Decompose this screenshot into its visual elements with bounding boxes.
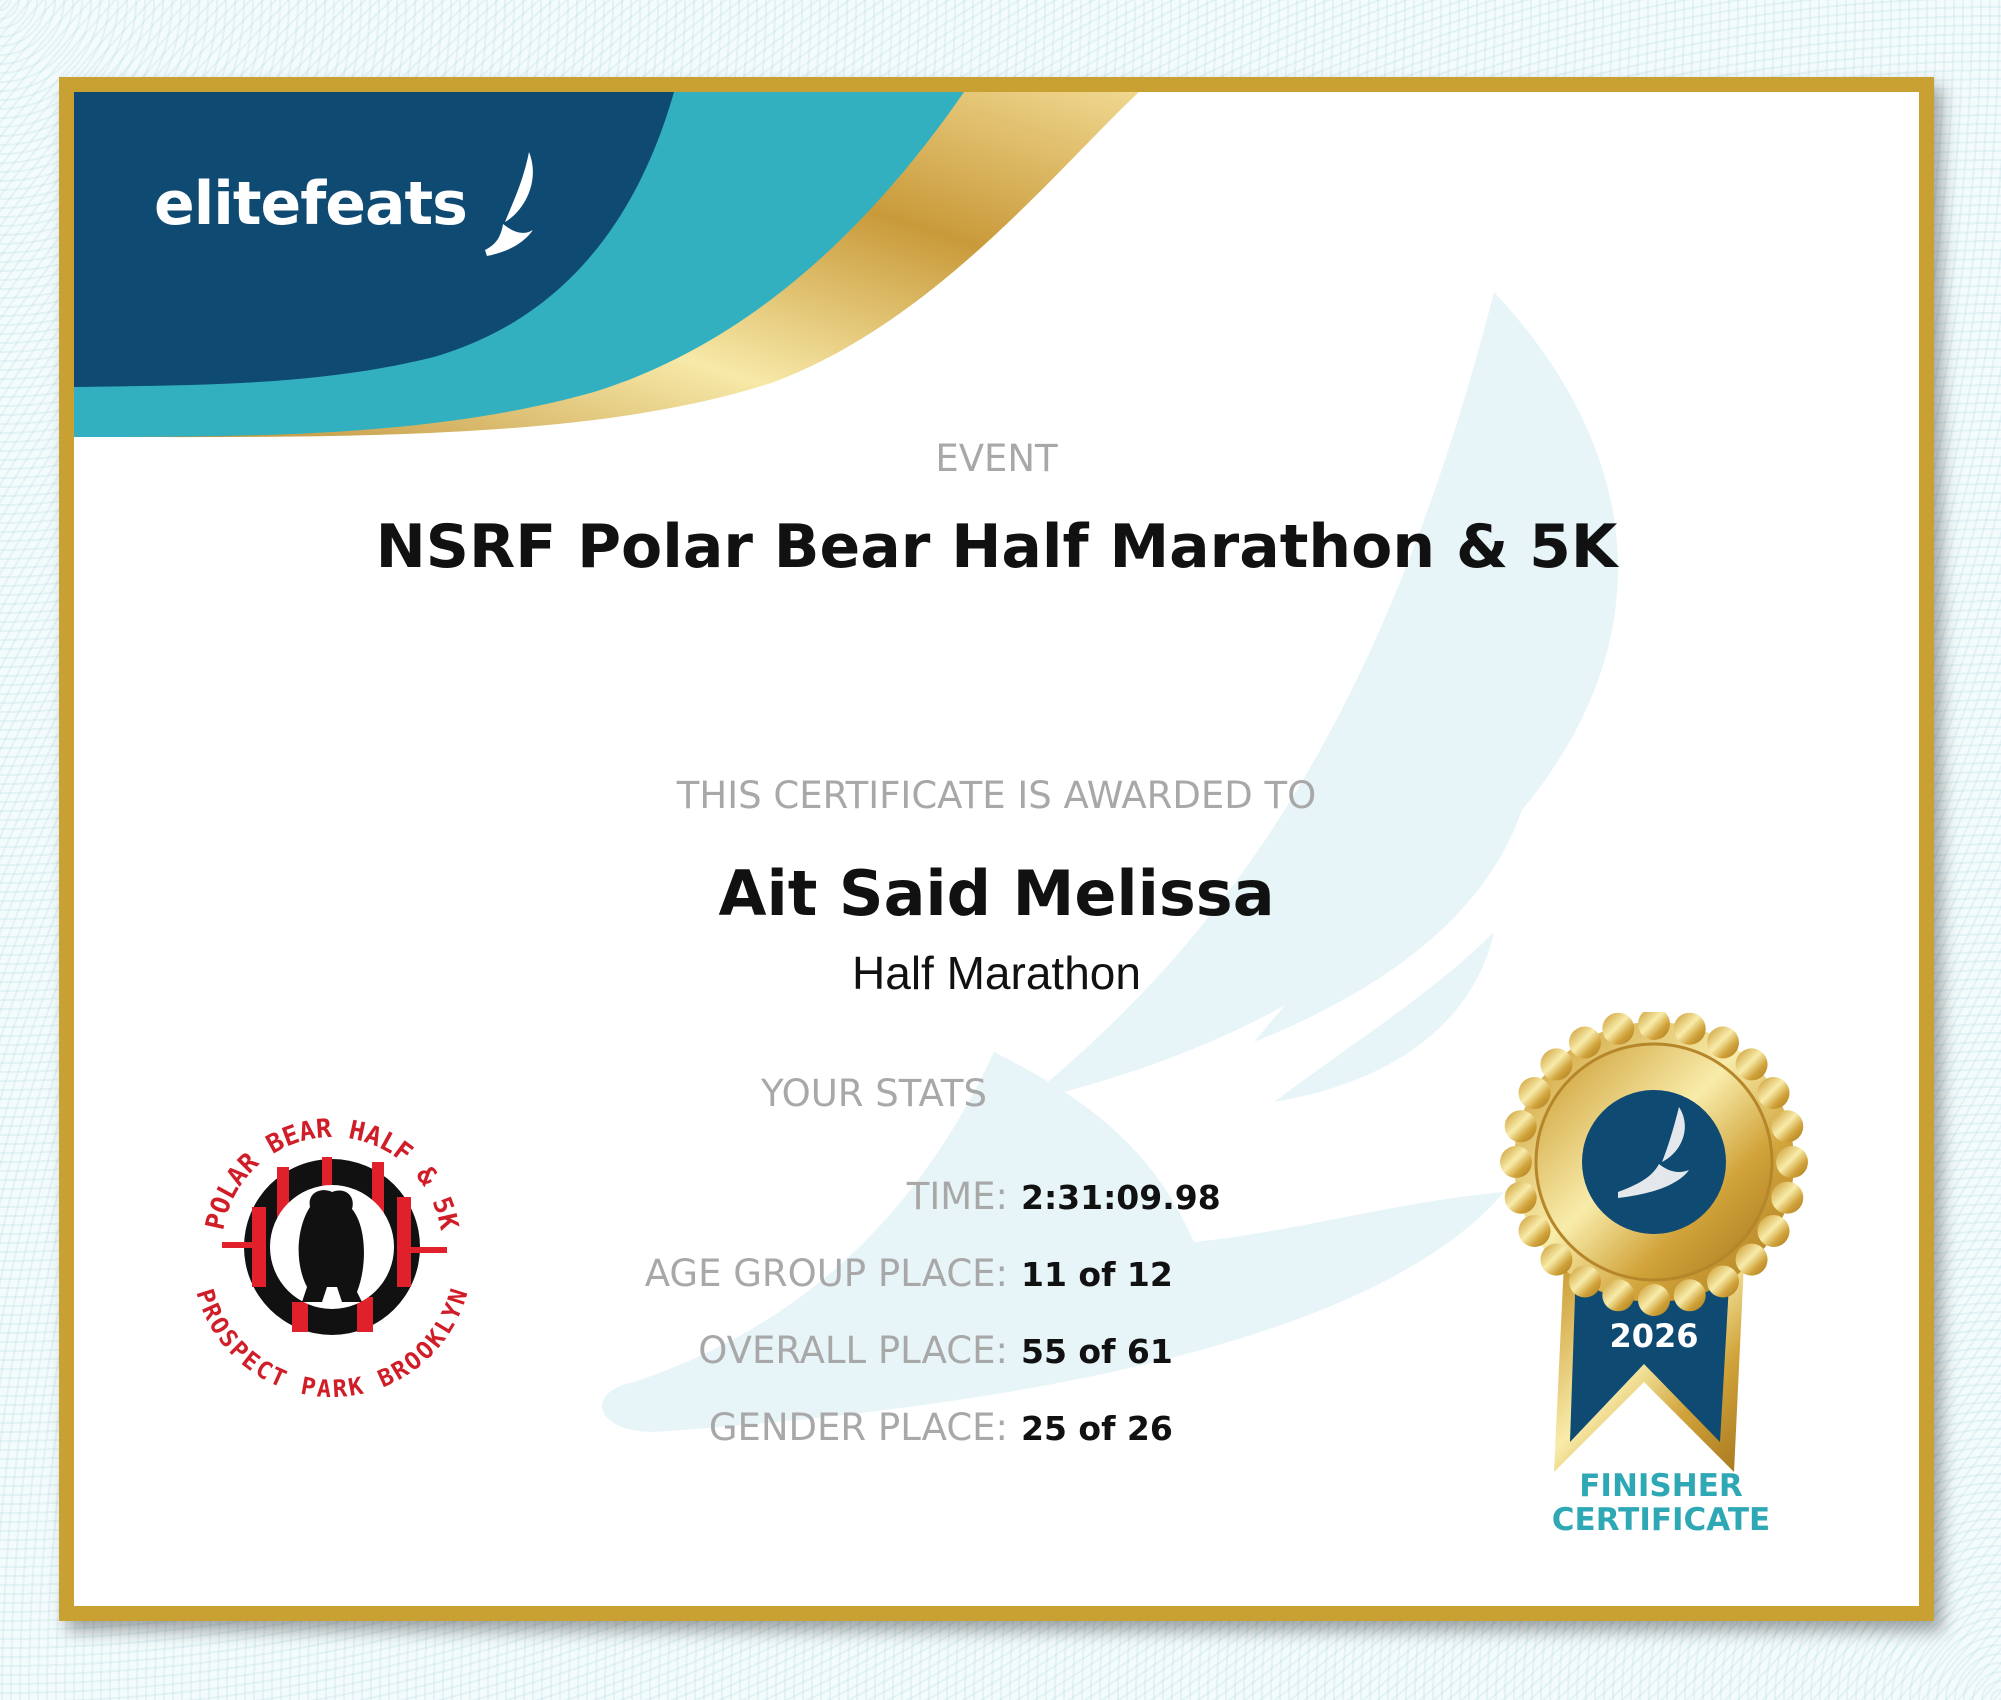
stat-row-time: TIME: 2:31:09.98 xyxy=(74,1175,1919,1225)
medal-edge-tooth xyxy=(1602,1279,1635,1312)
medal-edge-tooth xyxy=(1638,1012,1670,1040)
header-swoosh xyxy=(74,92,1139,438)
stat-row-gender: GENDER PLACE: 25 of 26 xyxy=(74,1406,1919,1456)
medal-edge-tooth xyxy=(1504,1110,1537,1143)
stat-label: GENDER PLACE: xyxy=(708,1406,1008,1449)
brand-name: elitefeats xyxy=(154,169,468,239)
medal-year: 2026 xyxy=(1609,1317,1698,1355)
medal-edge-tooth xyxy=(1518,1215,1551,1247)
stat-row-age-group: AGE GROUP PLACE: 11 of 12 xyxy=(74,1252,1919,1302)
medal-edge-tooth xyxy=(1569,1265,1601,1298)
finisher-line2: CERTIFICATE xyxy=(1551,1502,1771,1538)
stats-title: YOUR STATS xyxy=(761,1072,987,1115)
certificate: elitefeats EVENT NSRF Polar Bear Half Ma… xyxy=(59,77,1934,1621)
medal-edge-tooth xyxy=(1771,1110,1804,1143)
medal-edge-tooth xyxy=(1602,1012,1635,1045)
medal-edge-tooth xyxy=(1757,1215,1790,1247)
event-label: EVENT xyxy=(935,437,1058,480)
winged-foot-icon xyxy=(484,152,533,256)
polar-bear-race-logo: POLAR BEAR HALF & 5K PROSPECT PARK BROOK… xyxy=(191,1114,474,1397)
finisher-certificate-label: FINISHER CERTIFICATE xyxy=(1501,1469,1821,1537)
medal-edge-tooth xyxy=(1707,1026,1739,1059)
race-name: Half Marathon xyxy=(852,947,1141,999)
stat-label: TIME: xyxy=(906,1175,1008,1218)
medal-edge-tooth xyxy=(1500,1146,1532,1178)
winged-foot-watermark-icon xyxy=(601,292,1619,1432)
awarded-to-label: THIS CERTIFICATE IS AWARDED TO xyxy=(676,774,1317,817)
stat-value: 2:31:09.98 xyxy=(1021,1178,1221,1217)
medal-edge-tooth xyxy=(1776,1146,1808,1178)
medal-edge-tooth xyxy=(1540,1048,1573,1081)
recipient-name: Ait Said Melissa xyxy=(718,857,1275,930)
medal-edge-tooth xyxy=(1569,1026,1601,1059)
stat-value: 11 of 12 xyxy=(1021,1255,1173,1294)
medal-edge-tooth xyxy=(1735,1243,1768,1276)
medal-edge-tooth xyxy=(1673,1012,1706,1045)
medal-edge-tooth xyxy=(1540,1243,1573,1276)
medal-edge-tooth xyxy=(1757,1077,1790,1109)
stat-label: AGE GROUP PLACE: xyxy=(644,1252,1008,1295)
medal-edge-tooth xyxy=(1771,1181,1804,1214)
stat-value: 55 of 61 xyxy=(1021,1332,1173,1371)
medal-edge-tooth xyxy=(1735,1048,1768,1081)
stat-label: OVERALL PLACE: xyxy=(698,1329,1008,1372)
stat-value: 25 of 26 xyxy=(1021,1409,1173,1448)
medal-edge-tooth xyxy=(1707,1265,1739,1298)
medal-edge-tooth xyxy=(1504,1181,1537,1214)
medal-edge-tooth xyxy=(1673,1279,1706,1312)
medal-edge-tooth xyxy=(1638,1284,1670,1316)
elitefeats-logo: elitefeats xyxy=(154,152,539,264)
stat-row-overall: OVERALL PLACE: 55 of 61 xyxy=(74,1329,1919,1379)
event-title: NSRF Polar Bear Half Marathon & 5K xyxy=(375,512,1618,582)
finisher-medal: 2026 xyxy=(1500,1012,1808,1472)
finisher-line1: FINISHER xyxy=(1579,1468,1743,1504)
medal-edge-tooth xyxy=(1518,1077,1551,1109)
